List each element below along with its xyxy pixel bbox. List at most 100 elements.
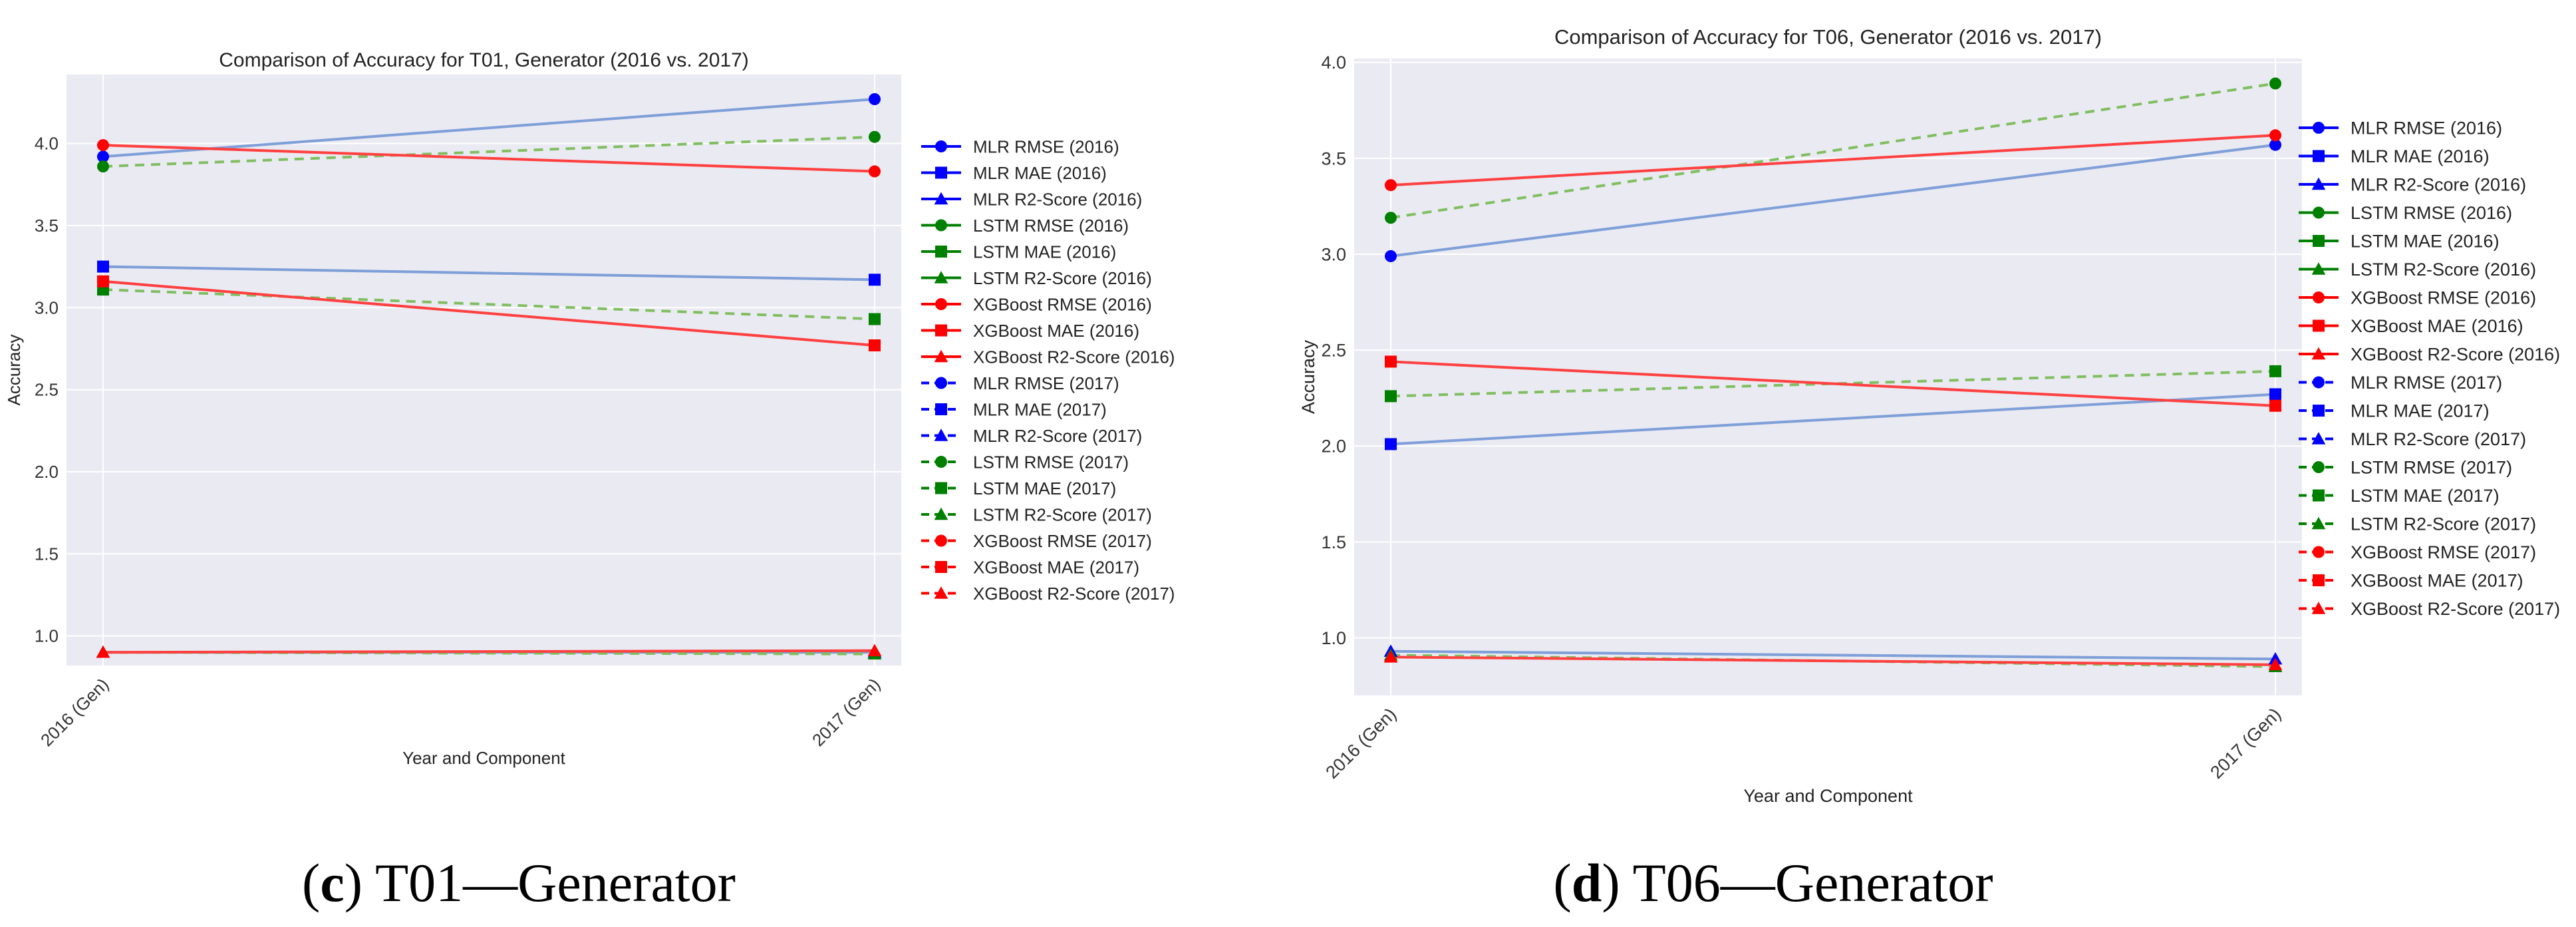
legend-entry: MLR R2-Score (2016) bbox=[2351, 175, 2526, 195]
y-tick-label: 3.5 bbox=[1321, 148, 1346, 168]
legend-marker bbox=[935, 456, 947, 468]
legend-marker bbox=[2311, 347, 2326, 360]
y-tick-label: 4.0 bbox=[1321, 53, 1346, 73]
legend-entry: XGBoost MAE (2017) bbox=[973, 557, 1139, 577]
legend-marker bbox=[934, 271, 948, 283]
x-axis-label: Year and Component bbox=[402, 748, 566, 768]
data-point-lstm-rmse bbox=[1385, 212, 1397, 224]
legend-entry: MLR RMSE (2016) bbox=[973, 136, 1119, 156]
legend-entry: MLR R2-Score (2016) bbox=[973, 189, 1142, 209]
series-line-mlr-rmse bbox=[102, 98, 875, 158]
legend-marker bbox=[2313, 376, 2325, 389]
data-point-mlr-mae bbox=[869, 274, 881, 286]
data-point-mlr-mae bbox=[97, 260, 109, 273]
legend-marker bbox=[2311, 602, 2326, 614]
series-line-mlr-mae bbox=[102, 265, 875, 281]
legend-entry: XGBoost RMSE (2017) bbox=[973, 531, 1152, 551]
legend-marker bbox=[2313, 235, 2325, 247]
legend-entry: LSTM R2-Score (2016) bbox=[2351, 260, 2536, 279]
data-point-xgboost-rmse bbox=[1385, 179, 1397, 192]
y-tick-label: 2.0 bbox=[1321, 437, 1346, 457]
data-point-mlr-rmse bbox=[2269, 138, 2281, 151]
data-point-xgboost-rmse bbox=[97, 139, 109, 152]
legend-marker bbox=[935, 140, 947, 152]
legend-entry: MLR RMSE (2016) bbox=[2351, 118, 2502, 138]
legend-entry: XGBoost RMSE (2017) bbox=[2351, 542, 2536, 562]
legend-marker bbox=[935, 377, 947, 389]
series-line-xgboost-rmse bbox=[1390, 134, 2276, 187]
legend-entry: XGBoost MAE (2016) bbox=[973, 321, 1139, 341]
x-tick-label: 2016 (Gen) bbox=[1322, 704, 1400, 783]
legend-entry: LSTM MAE (2017) bbox=[973, 478, 1116, 498]
legend-entry: LSTM RMSE (2017) bbox=[973, 452, 1129, 472]
x-tick-label: 2017 (Gen) bbox=[808, 674, 884, 750]
legend-entry: LSTM R2-Score (2017) bbox=[2351, 514, 2536, 534]
chart-title: Comparison of Accuracy for T06, Generato… bbox=[1554, 25, 2102, 49]
chart-panel-d: 1.0 1.5 2.0 2.5 3.0 3.5 4.0 Comparison of Accur… bbox=[1288, 0, 2576, 927]
legend-entry: XGBoost MAE (2017) bbox=[2351, 571, 2523, 591]
plot-area bbox=[1354, 59, 2302, 695]
data-point-xgboost-r2-score bbox=[2268, 657, 2283, 671]
series-line-xgboost-r2-score bbox=[1390, 655, 2276, 666]
legend-entry: XGBoost R2-Score (2017) bbox=[2351, 599, 2560, 619]
legend-marker bbox=[2313, 291, 2325, 303]
series-line-mlr-rmse bbox=[1390, 143, 2276, 258]
legend-entry: LSTM R2-Score (2017) bbox=[973, 504, 1152, 524]
data-point-mlr-rmse bbox=[869, 93, 881, 105]
legend-marker bbox=[2313, 461, 2325, 473]
y-tick-label: 1.5 bbox=[35, 544, 59, 564]
legend-marker bbox=[2313, 489, 2325, 502]
x-tick-label: 2016 (Gen) bbox=[37, 674, 112, 750]
y-tick-label: 2.5 bbox=[1321, 341, 1346, 361]
data-point-xgboost-mae bbox=[97, 275, 109, 287]
legend-marker bbox=[2313, 319, 2325, 332]
legend-entry: XGBoost MAE (2016) bbox=[2351, 316, 2523, 336]
data-point-lstm-rmse bbox=[2269, 77, 2281, 90]
y-tick-label: 2.0 bbox=[35, 462, 59, 482]
y-tick-label: 4.0 bbox=[35, 134, 59, 154]
series-line-lstm-rmse bbox=[102, 135, 875, 168]
legend-entry: XGBoost RMSE (2016) bbox=[2351, 288, 2536, 308]
legend-entry: LSTM RMSE (2016) bbox=[973, 216, 1129, 236]
data-point-xgboost-r2-score bbox=[867, 644, 882, 657]
y-tick-label: 2.5 bbox=[35, 380, 59, 400]
data-point-xgboost-r2-score bbox=[96, 645, 110, 658]
legend-marker bbox=[2311, 516, 2326, 530]
legend-marker bbox=[2313, 206, 2325, 219]
caption-d: (d) T06—Generator bbox=[1553, 852, 1993, 913]
series-line-lstm-mae bbox=[1390, 369, 2276, 398]
chart-svg-c: 1.0 1.5 2.0 2.5 3.0 3.5 4.0 Comparison of Accur… bbox=[4, 49, 1175, 768]
data-point-lstm-rmse bbox=[97, 160, 109, 173]
data-point-lstm-mae bbox=[1385, 390, 1397, 403]
legend-marker bbox=[935, 219, 947, 232]
legend-entry: MLR R2-Score (2017) bbox=[973, 426, 1142, 446]
y-tick-label: 1.0 bbox=[35, 626, 59, 646]
legend-entry: LSTM R2-Score (2016) bbox=[973, 268, 1152, 288]
series-line-lstm-mae bbox=[102, 288, 875, 321]
legend-marker bbox=[935, 166, 947, 179]
legend-entry: MLR R2-Score (2017) bbox=[2351, 429, 2526, 449]
legend-entry: XGBoost RMSE (2016) bbox=[973, 294, 1152, 314]
data-point-mlr-mae bbox=[2269, 388, 2281, 401]
legend-entry: MLR MAE (2017) bbox=[973, 399, 1107, 419]
series-line-xgboost-rmse bbox=[102, 144, 875, 173]
data-point-xgboost-mae bbox=[869, 339, 881, 351]
legend-marker bbox=[934, 429, 948, 441]
legend-marker bbox=[935, 482, 947, 494]
legend-marker bbox=[934, 349, 948, 363]
legend-marker bbox=[2311, 432, 2326, 445]
legend-entry: MLR MAE (2016) bbox=[973, 163, 1107, 183]
data-point-mlr-rmse bbox=[97, 150, 109, 163]
data-point-mlr-rmse bbox=[1385, 250, 1397, 262]
series-line-mlr-mae bbox=[1390, 393, 2276, 446]
legend-entry: MLR RMSE (2017) bbox=[2351, 373, 2502, 393]
caption-letter-c: c bbox=[320, 852, 345, 913]
data-point-xgboost-rmse bbox=[2269, 129, 2281, 142]
caption-text-d: ) T06—Generator bbox=[1602, 852, 1993, 913]
chart-title: Comparison of Accuracy for T01, Generato… bbox=[219, 49, 749, 71]
legend-entry: XGBoost R2-Score (2017) bbox=[973, 584, 1175, 604]
legend-marker bbox=[935, 298, 947, 310]
legend-marker bbox=[935, 561, 947, 573]
plot-area bbox=[67, 75, 901, 665]
legend-entry: LSTM RMSE (2017) bbox=[2351, 458, 2512, 478]
